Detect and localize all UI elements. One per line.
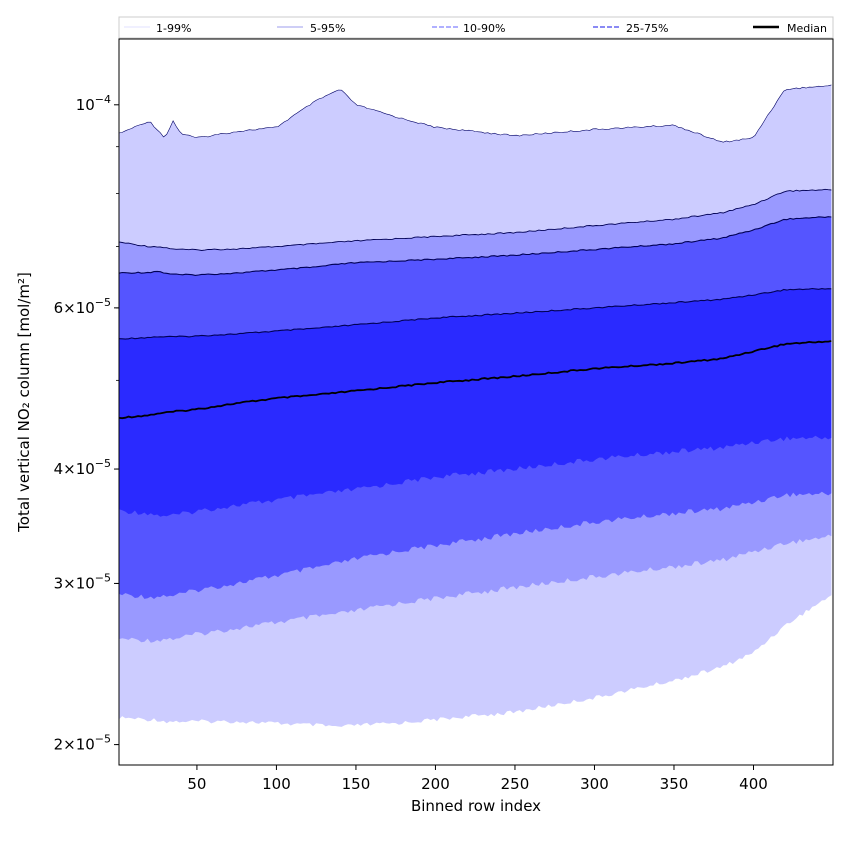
- legend-label: 5-95%: [310, 22, 345, 35]
- y-tick-label: 4×10−5: [54, 457, 111, 478]
- median-line: [118, 340, 832, 420]
- x-axis-ticks: 50 100 150 200 250 300 350 400: [187, 765, 768, 793]
- x-tick-label: 300: [580, 775, 609, 793]
- legend-box: [118, 16, 834, 39]
- line-75: [118, 287, 832, 340]
- legend-label: 1-99%: [156, 22, 191, 35]
- line-90: [118, 216, 832, 276]
- y-axis-ticks: 10−4 6×10−5 4×10−5 3×10−5 2×10−5: [54, 93, 119, 754]
- legend-label: 10-90%: [463, 22, 505, 35]
- y-tick-label: 2×10−5: [54, 733, 111, 754]
- line-95: [118, 188, 832, 251]
- x-tick-label: 200: [421, 775, 450, 793]
- y-tick-label: 3×10−5: [54, 571, 111, 592]
- legend-label: 25-75%: [626, 22, 668, 35]
- y-axis-label: Total vertical NO₂ column [mol/m²]: [15, 272, 33, 533]
- y-tick-label: 10−4: [76, 93, 111, 114]
- x-tick-label: 350: [660, 775, 689, 793]
- legend-label: Median: [787, 22, 827, 35]
- x-tick-label: 400: [739, 775, 768, 793]
- lines-layer: [118, 84, 832, 420]
- y-tick-label: 6×10−5: [54, 296, 111, 317]
- bands-layer: [119, 84, 832, 727]
- x-tick-label: 100: [262, 775, 291, 793]
- x-tick-label: 150: [342, 775, 371, 793]
- x-tick-label: 250: [501, 775, 530, 793]
- band-25-75: [119, 288, 832, 517]
- plot-frame: [118, 38, 834, 766]
- legend: 1-99% 5-95% 10-90% 25-75% Median: [118, 16, 834, 39]
- x-tick-label: 50: [187, 775, 206, 793]
- line-99: [118, 84, 832, 143]
- x-axis-label: Binned row index: [411, 797, 541, 815]
